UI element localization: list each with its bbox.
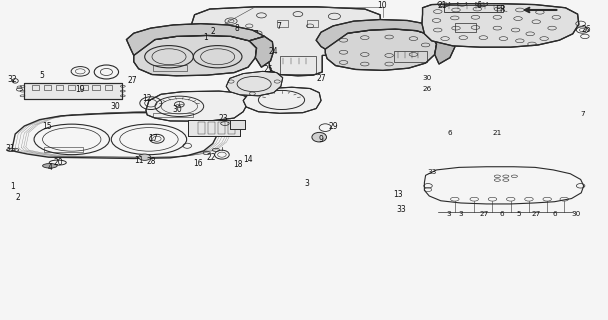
Text: 31: 31 <box>5 144 15 153</box>
Text: 20: 20 <box>54 158 63 167</box>
FancyArrow shape <box>495 5 524 14</box>
Polygon shape <box>192 7 382 76</box>
Ellipse shape <box>43 164 57 168</box>
Text: 30: 30 <box>423 75 432 81</box>
Bar <box>444 4 503 12</box>
Bar <box>24 83 122 99</box>
Bar <box>105 85 112 90</box>
Text: 19: 19 <box>75 85 85 94</box>
Text: 2: 2 <box>16 193 21 202</box>
Bar <box>208 122 215 134</box>
Text: 3: 3 <box>305 180 309 188</box>
Text: 27: 27 <box>479 212 489 217</box>
Text: 7: 7 <box>580 111 585 117</box>
Bar <box>68 85 75 90</box>
Bar <box>280 56 316 74</box>
Text: 17: 17 <box>148 134 158 143</box>
Text: 12: 12 <box>142 93 152 103</box>
Text: 3: 3 <box>458 212 463 217</box>
Text: 11: 11 <box>134 156 143 165</box>
Text: 22: 22 <box>207 153 216 162</box>
Text: 33: 33 <box>427 169 437 175</box>
Text: 30: 30 <box>111 102 120 111</box>
Text: 32: 32 <box>7 76 17 84</box>
Text: 24: 24 <box>269 47 278 56</box>
Polygon shape <box>226 71 283 96</box>
Bar <box>218 122 225 134</box>
Text: 1: 1 <box>10 182 15 191</box>
Bar <box>242 30 257 37</box>
Text: 29: 29 <box>328 122 338 131</box>
Text: 27: 27 <box>127 76 137 85</box>
Text: 9: 9 <box>319 135 323 144</box>
Polygon shape <box>432 31 455 64</box>
Text: 3: 3 <box>446 212 451 217</box>
Text: 10: 10 <box>377 1 387 10</box>
Polygon shape <box>126 24 264 55</box>
Bar <box>153 65 187 71</box>
Bar <box>277 20 288 27</box>
Text: 21: 21 <box>437 1 447 10</box>
Text: 23: 23 <box>219 114 229 123</box>
Bar <box>230 120 245 129</box>
Text: 15: 15 <box>43 122 52 131</box>
Bar <box>56 85 63 90</box>
Text: 25: 25 <box>264 65 274 74</box>
Polygon shape <box>422 4 579 47</box>
Text: 26: 26 <box>582 25 592 34</box>
Text: 30: 30 <box>173 105 182 114</box>
Bar <box>230 120 245 129</box>
Text: 33: 33 <box>396 205 406 214</box>
Bar <box>153 113 193 117</box>
Bar <box>188 120 240 136</box>
Text: 27: 27 <box>531 212 541 217</box>
Bar <box>44 85 51 90</box>
Text: 6: 6 <box>477 1 482 10</box>
Bar <box>188 120 240 136</box>
Polygon shape <box>325 29 437 70</box>
Polygon shape <box>249 36 274 67</box>
Polygon shape <box>316 20 444 49</box>
Text: 30: 30 <box>572 212 581 217</box>
Polygon shape <box>134 36 257 76</box>
Text: 6: 6 <box>447 130 452 136</box>
Text: 6: 6 <box>552 212 557 217</box>
Bar <box>198 122 205 134</box>
Bar <box>24 83 122 99</box>
Text: 4: 4 <box>47 163 52 172</box>
Text: 13: 13 <box>393 190 403 199</box>
Ellipse shape <box>7 148 15 151</box>
Text: 18: 18 <box>233 160 243 169</box>
Text: 14: 14 <box>243 155 253 164</box>
Text: 16: 16 <box>193 159 202 168</box>
Polygon shape <box>146 91 247 121</box>
Text: 8: 8 <box>235 24 240 33</box>
Polygon shape <box>243 87 321 113</box>
Text: 28: 28 <box>146 156 156 165</box>
Bar <box>92 85 100 90</box>
Bar <box>455 23 476 32</box>
Text: 6: 6 <box>500 212 505 217</box>
Text: 5: 5 <box>39 71 44 80</box>
Text: FR.: FR. <box>495 4 508 13</box>
Text: 27: 27 <box>316 75 326 84</box>
Text: 2: 2 <box>210 27 215 36</box>
Text: 7: 7 <box>276 22 281 31</box>
Text: 5: 5 <box>517 212 522 217</box>
Text: 21: 21 <box>492 130 502 136</box>
Text: 1: 1 <box>203 33 208 42</box>
Bar <box>44 147 83 152</box>
Text: 26: 26 <box>423 85 432 92</box>
Ellipse shape <box>139 154 151 160</box>
Polygon shape <box>201 31 254 55</box>
Bar <box>32 85 39 90</box>
Bar <box>80 85 88 90</box>
Bar <box>394 51 427 62</box>
Bar <box>307 20 318 28</box>
Bar <box>228 122 235 134</box>
Ellipse shape <box>312 132 326 142</box>
Bar <box>242 30 257 37</box>
